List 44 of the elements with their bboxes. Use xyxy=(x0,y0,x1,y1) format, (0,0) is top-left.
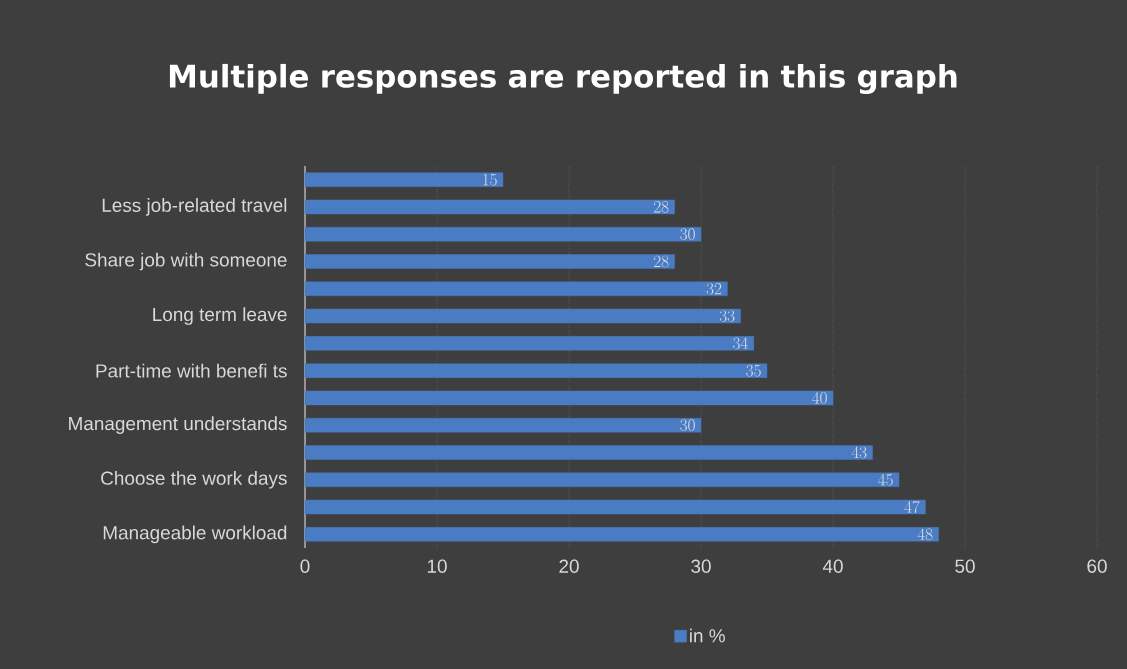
y-tick-label: Long term leave xyxy=(153,307,287,325)
data-label: 34 xyxy=(733,337,748,350)
x-tick-label: 30 xyxy=(691,559,711,573)
x-tick-label: 0 xyxy=(300,559,310,573)
y-tick-label: Management understands xyxy=(69,416,287,435)
bar xyxy=(304,363,768,378)
bar xyxy=(304,418,702,433)
data-label: 33 xyxy=(719,310,735,322)
bar xyxy=(304,281,728,296)
data-label: 30 xyxy=(680,419,695,432)
y-tick-label: Manageable workload xyxy=(103,525,287,544)
x-tick-label: 40 xyxy=(822,559,843,573)
bar xyxy=(304,308,741,324)
bar xyxy=(304,472,900,487)
x-tick-label: 10 xyxy=(427,559,447,573)
bar xyxy=(304,445,873,460)
data-label: 45 xyxy=(878,473,893,486)
data-label: 48 xyxy=(917,528,933,541)
y-tick-label: Part-time with benefi ts xyxy=(96,363,287,378)
bar xyxy=(304,527,939,542)
x-tick-label: 60 xyxy=(1087,559,1107,573)
data-label: 28 xyxy=(654,201,669,213)
data-label: 30 xyxy=(680,228,695,241)
bar xyxy=(304,499,926,515)
legend-label: in % xyxy=(690,628,725,643)
bar xyxy=(304,172,504,187)
chart-title: Multiple responses are reported in this graph xyxy=(169,63,957,95)
y-tick-label: Less job-related travel xyxy=(102,198,287,216)
bar xyxy=(304,227,702,242)
bar xyxy=(304,199,675,215)
x-tick-label: 50 xyxy=(955,559,975,573)
data-label: 43 xyxy=(851,446,867,459)
x-tick-label: 20 xyxy=(559,559,579,573)
bar xyxy=(304,390,834,406)
data-label: 40 xyxy=(812,391,827,404)
y-tick-label: Share job with someone xyxy=(85,252,287,271)
data-label: 15 xyxy=(483,173,497,186)
data-label: 47 xyxy=(904,500,920,513)
data-label: 35 xyxy=(746,364,761,377)
data-label: 28 xyxy=(654,255,669,268)
bar xyxy=(304,336,754,351)
y-tick-label: Choose the work days xyxy=(101,470,287,489)
data-label: 32 xyxy=(706,282,722,295)
bar xyxy=(304,254,675,269)
